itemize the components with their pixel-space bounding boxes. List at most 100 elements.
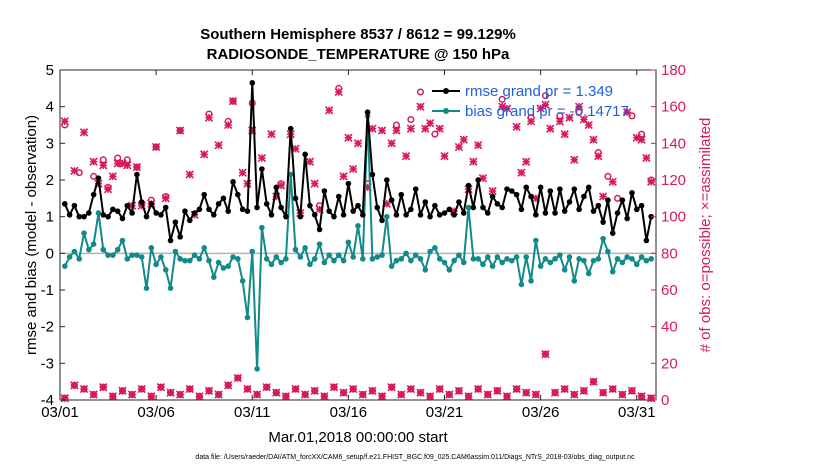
rmse-point — [552, 210, 558, 216]
rmse-point — [167, 237, 174, 244]
obs-assimilated-point — [224, 120, 233, 130]
obs-low-assimilated-point — [377, 392, 387, 401]
x-tick-label: 03/11 — [234, 404, 270, 421]
y-right-tick-label: 120 — [661, 172, 686, 189]
rmse-point — [374, 204, 381, 211]
obs-assimilated-point — [459, 135, 468, 144]
bias-point — [86, 246, 92, 253]
rmse-point — [408, 206, 414, 213]
y-left-tick-label: 3 — [46, 135, 54, 152]
bias-point — [196, 256, 203, 262]
obs-assimilated-point — [473, 141, 483, 150]
rmse-point — [134, 171, 140, 178]
bias-point — [340, 257, 347, 264]
x-tick-label: 03/06 — [137, 404, 175, 421]
obs-low-assimilated-point — [406, 384, 416, 394]
rmse-point — [201, 191, 207, 198]
bias-point — [105, 252, 111, 258]
rmse-point — [585, 184, 592, 191]
obs-low-assimilated-point — [320, 392, 329, 401]
rmse-point — [191, 210, 198, 216]
obs-assimilated-point — [594, 152, 603, 161]
obs-low-assimilated-point — [70, 381, 79, 390]
bias-point — [379, 252, 385, 258]
obs-low-assimilated-point — [224, 381, 233, 390]
bias-point — [292, 246, 299, 253]
chart-title-line-2: RADIOSONDE_TEMPERATURE @ 150 hPa — [207, 46, 510, 63]
bias-point — [119, 237, 126, 244]
bias-point — [509, 257, 515, 264]
rmse-point — [643, 237, 650, 244]
legend-bias-marker — [443, 108, 449, 114]
rmse-point — [605, 197, 611, 203]
rmse-point — [633, 206, 640, 213]
bias-point — [249, 248, 256, 255]
y-right-tick-label: 180 — [661, 62, 686, 79]
bias-point — [518, 281, 525, 288]
obs-low-assimilated-point — [79, 384, 89, 394]
bias-point — [403, 250, 409, 257]
obs-assimilated-point — [522, 157, 531, 166]
bias-point — [475, 256, 481, 262]
bias-point — [552, 256, 558, 262]
bias-point — [374, 254, 381, 260]
obs-low-assimilated-point — [435, 384, 444, 394]
bias-point — [311, 256, 318, 262]
rmse-point — [138, 199, 145, 205]
bias-point — [62, 263, 68, 269]
obs-low-assimilated-point — [589, 377, 598, 386]
obs-assimilated-point — [536, 104, 545, 113]
obs-low-assimilated-point — [608, 384, 617, 394]
bias-point — [595, 256, 602, 262]
obs-assimilated-point — [546, 124, 555, 133]
rmse-point — [561, 208, 568, 214]
bias-point — [537, 263, 544, 269]
rmse-point — [350, 208, 356, 214]
bias-point — [360, 256, 366, 262]
rmse-point — [446, 206, 453, 213]
bias-point — [629, 256, 635, 262]
rmse-point — [254, 204, 260, 211]
y-right-axis-ticks: 0 20 40 60 80 100 120 140 160 180 — [651, 62, 686, 409]
bias-point — [547, 259, 554, 266]
bias-point — [624, 254, 630, 260]
obs-assimilated-point — [132, 163, 142, 172]
rmse-point — [403, 212, 409, 218]
rmse-point — [595, 202, 602, 209]
obs-assimilated-point — [161, 194, 170, 203]
y-left-axis-ticks: -4 -3 -2 -1 0 1 2 3 4 5 — [41, 62, 65, 409]
bias-point — [81, 230, 87, 236]
bias-point — [244, 314, 251, 321]
obs-low-assimilated-point — [570, 390, 579, 399]
obs-assimilated-point — [469, 157, 478, 166]
y-axis-right-label: # of obs: o=possible; ×=assimilated — [697, 118, 714, 353]
obs-assimilated-point — [377, 126, 387, 135]
obs-low-assimilated-point — [454, 386, 464, 395]
bias-point — [523, 254, 530, 260]
obs-assimilated-point — [502, 104, 512, 113]
bias-point — [331, 257, 337, 264]
rmse-point — [629, 190, 635, 196]
y-right-tick-label: 60 — [661, 282, 678, 299]
rmse-point — [283, 213, 289, 220]
rmse-point — [153, 210, 159, 216]
obs-low-assimilated-point — [627, 386, 637, 395]
rmse-point — [331, 213, 337, 220]
obs-assimilated-point — [425, 119, 435, 128]
rmse-point — [158, 212, 164, 218]
rmse-point — [600, 219, 606, 225]
rmse-point — [614, 210, 621, 216]
obs-low-assimilated-point — [329, 383, 339, 392]
bias-point — [561, 267, 568, 273]
bias-point — [412, 252, 419, 258]
obs-assimilated-point — [238, 168, 247, 177]
obs-assimilated-point — [387, 139, 396, 148]
rmse-point — [143, 213, 150, 220]
bias-point — [263, 256, 270, 262]
bias-point — [585, 270, 592, 277]
y-right-tick-label: 80 — [661, 245, 678, 262]
bias-point — [571, 278, 578, 284]
rmse-point — [114, 208, 121, 214]
rmse-point — [412, 186, 419, 192]
rmse-point — [340, 212, 347, 218]
